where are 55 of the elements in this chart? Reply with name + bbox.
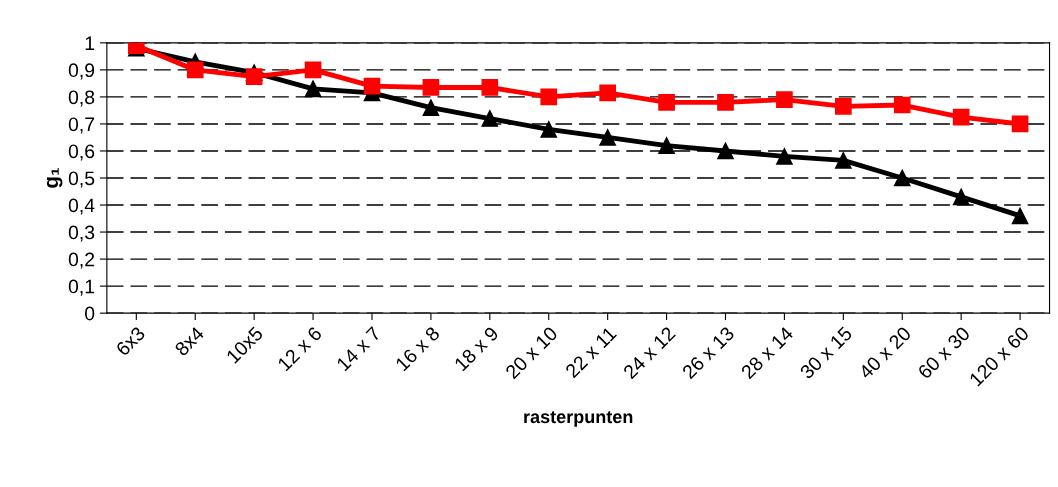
x-tick-label: 60 x 30 xyxy=(917,325,971,380)
point xyxy=(658,137,675,154)
point xyxy=(893,96,911,114)
x-tick-label: 24 x 12 xyxy=(622,326,676,380)
y-tick-label: 0 xyxy=(85,306,95,321)
y-axis-title: g₁ xyxy=(46,168,63,188)
y-tick-label: 0,7 xyxy=(68,117,95,134)
point xyxy=(422,79,440,96)
point xyxy=(717,142,734,160)
point xyxy=(1011,207,1029,225)
x-tick-label: 120 x 60 xyxy=(968,325,1030,387)
point xyxy=(834,98,852,115)
y-tick-label: 0,9 xyxy=(68,63,95,80)
point xyxy=(776,91,793,108)
point xyxy=(304,80,322,98)
point xyxy=(1011,115,1029,133)
point xyxy=(658,93,675,111)
x-tick-label: 40 x 20 xyxy=(857,325,912,380)
x-axis-title: rasterpunten xyxy=(524,411,633,427)
point xyxy=(776,148,793,165)
point xyxy=(599,129,616,146)
y-tick-label: 0,8 xyxy=(68,90,95,107)
point xyxy=(540,88,558,106)
y-tick-label: 0,6 xyxy=(68,144,95,161)
point xyxy=(599,84,616,102)
x-tick-label: 22 x 11 xyxy=(564,325,617,379)
y-tick-label: 1 xyxy=(85,36,95,50)
x-tick-label: 12 x 6 xyxy=(277,325,323,372)
point xyxy=(952,188,970,206)
x-tick-label: 28 x 14 xyxy=(740,325,795,380)
x-tick-label: 26 x 13 xyxy=(681,325,735,380)
x-tick-label: 14 x 7 xyxy=(336,326,382,372)
point xyxy=(304,61,322,79)
x-tick-label: 20 x 10 xyxy=(504,325,559,380)
point xyxy=(540,121,558,138)
x-tick-label: 6x3 xyxy=(115,325,146,357)
point xyxy=(952,108,970,126)
point xyxy=(363,77,381,95)
point xyxy=(186,61,204,79)
point xyxy=(481,110,499,127)
x-tick-label: 16 x 8 xyxy=(394,325,441,372)
point xyxy=(893,169,911,187)
y-tick-label: 0,2 xyxy=(68,252,95,269)
y-tick-label: 0,3 xyxy=(68,225,95,242)
point xyxy=(834,152,852,169)
x-tick-label: 8x4 xyxy=(174,325,205,357)
x-tick-label: 18 x 9 xyxy=(453,325,500,372)
x-tick-label: 30 x 15 xyxy=(799,325,853,380)
y-tick-label: 0,5 xyxy=(68,171,95,188)
y-tick-label: 0,1 xyxy=(68,279,95,296)
point xyxy=(717,93,734,111)
point xyxy=(245,68,263,85)
y-tick-label: 0,4 xyxy=(68,198,95,215)
point xyxy=(481,79,499,96)
point xyxy=(422,99,440,117)
